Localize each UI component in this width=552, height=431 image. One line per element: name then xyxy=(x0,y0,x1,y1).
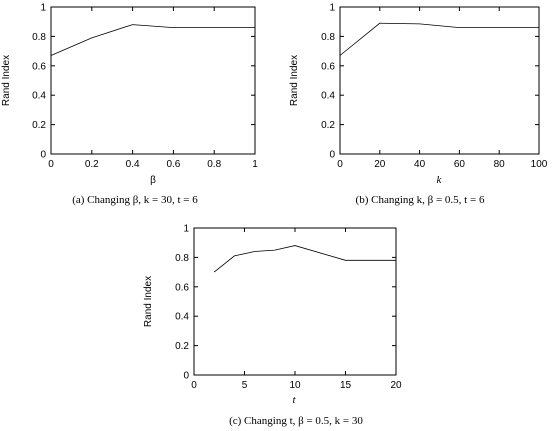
subfigure-caption: (a) Changing β, k = 30, t = 6 xyxy=(72,194,198,206)
plot-frame xyxy=(193,227,397,376)
y-tick-label: 0 xyxy=(40,150,46,161)
y-tick-label: 0.2 xyxy=(175,341,189,352)
x-tick-label: 15 xyxy=(340,380,352,391)
chart-b: 0 0.2 0.4 0.6 0.8 1 0 20 40 60 80 100 k Rand Index (b)… xyxy=(289,3,548,207)
x-tick-label: 0 xyxy=(48,159,54,170)
y-tick-label: 0.4 xyxy=(32,91,46,102)
x-tick-label: 5 xyxy=(242,380,248,391)
x-tick-label: 20 xyxy=(390,380,402,391)
x-tick-label: 0 xyxy=(191,380,197,391)
y-tick-label: 0 xyxy=(329,150,335,161)
series-line xyxy=(50,24,255,56)
x-tick-label: 0 xyxy=(337,159,343,170)
y-axis-label: Rand Index xyxy=(1,55,12,106)
x-tick-label: 40 xyxy=(414,159,426,170)
y-tick-label: 1 xyxy=(183,224,189,235)
y-axis-label: Rand Index xyxy=(289,55,300,106)
y-tick-label: 0.8 xyxy=(321,32,335,43)
y-tick-label: 0.6 xyxy=(175,282,189,293)
x-tick-label: 10 xyxy=(289,380,301,391)
x-axis-label: t xyxy=(292,394,296,406)
y-tick-label: 0.4 xyxy=(175,312,189,323)
x-tick-label: 0.2 xyxy=(85,159,99,170)
x-tick-label: 100 xyxy=(531,159,548,170)
y-tick-label: 0.8 xyxy=(175,253,189,264)
x-axis-label: β xyxy=(150,175,156,186)
x-tick-label: 0.4 xyxy=(126,159,140,170)
chart-a: 0 0.2 0.4 0.6 0.8 1 0 0.2 0.4 0.6 0.8 1 β Rand Index (… xyxy=(1,3,258,207)
y-tick-label: 1 xyxy=(40,3,46,14)
plot-frame xyxy=(50,6,256,155)
y-tick-label: 0.4 xyxy=(321,91,335,102)
plot-frame xyxy=(339,6,540,155)
y-tick-label: 0.2 xyxy=(32,120,46,131)
series-line xyxy=(339,22,539,56)
x-tick-label: 20 xyxy=(374,159,386,170)
y-tick-label: 0.8 xyxy=(32,32,46,43)
x-tick-label: 1 xyxy=(252,159,258,170)
subfigure-caption: (b) Changing k, β = 0.5, t = 6 xyxy=(356,194,485,206)
series-line xyxy=(213,245,396,273)
subfigure-caption: (c) Changing t, β = 0.5, k = 30 xyxy=(229,415,363,427)
x-axis-label: k xyxy=(437,174,443,186)
y-tick-label: 0.6 xyxy=(321,61,335,72)
x-tick-label: 80 xyxy=(494,159,506,170)
x-tick-label: 60 xyxy=(454,159,466,170)
y-axis-label: Rand Index xyxy=(143,276,154,327)
x-tick-label: 0.6 xyxy=(166,159,180,170)
y-tick-label: 1 xyxy=(329,3,335,14)
y-tick-label: 0.6 xyxy=(32,61,46,72)
y-tick-label: 0 xyxy=(183,371,189,382)
x-tick-label: 0.8 xyxy=(207,159,221,170)
y-tick-label: 0.2 xyxy=(321,120,335,131)
